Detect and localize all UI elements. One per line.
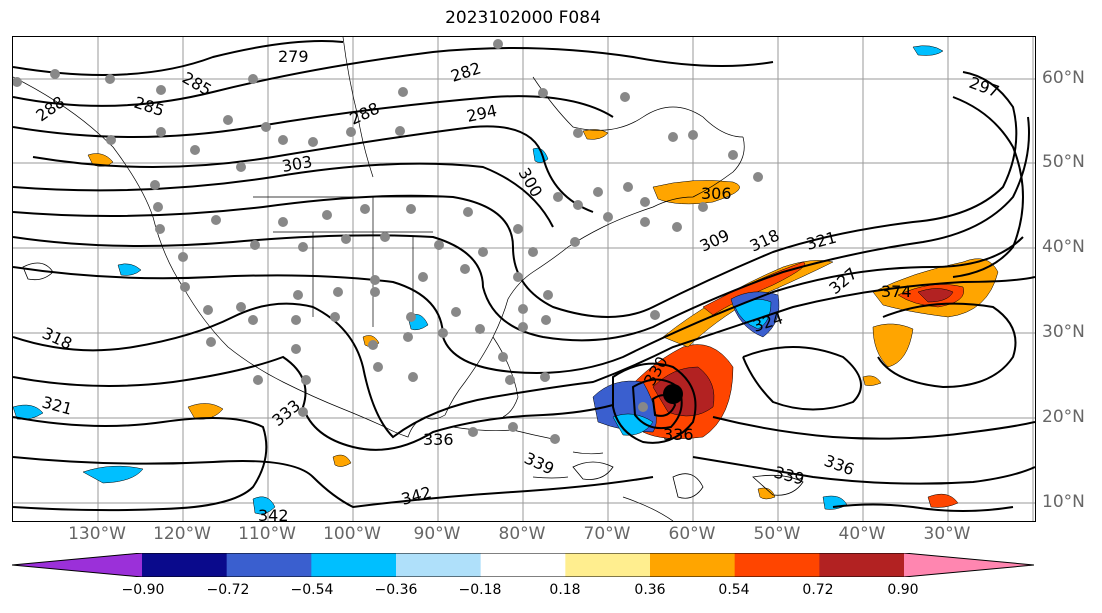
colorbar-tick: 0.36 <box>634 582 666 598</box>
contour-label-layer: 279 282 285 285 288 288 294 297 300 303 … <box>32 47 1001 521</box>
colorbar-swatch <box>480 553 566 577</box>
colorbar-swatch <box>311 553 397 577</box>
colorbar-tick: 0.18 <box>549 582 581 598</box>
lon-label: 100°W <box>323 524 381 544</box>
contour-label: 336 <box>423 430 454 449</box>
graticule <box>13 37 1035 521</box>
contour-label: 297 <box>967 73 1002 101</box>
lat-label: 40°N <box>1042 237 1085 257</box>
colorbar-tick: −0.90 <box>121 582 165 598</box>
contour-label: 336 <box>822 451 857 479</box>
colorbar-graphic <box>11 552 1035 578</box>
lon-label: 40°W <box>838 524 886 544</box>
colorbar-tick: 0.54 <box>718 582 750 598</box>
lon-label: 50°W <box>753 524 801 544</box>
contour-label: 342 <box>399 483 433 509</box>
colorbar-tick: 0.72 <box>802 582 834 598</box>
lon-label: 30°W <box>923 524 971 544</box>
colorbar-tick: 0.90 <box>887 582 919 598</box>
contour-label: 309 <box>697 225 733 255</box>
contour-label: 321 <box>40 393 74 419</box>
contour-label: 288 <box>347 98 383 128</box>
contour-label: 282 <box>448 58 483 86</box>
coastlines <box>13 37 745 521</box>
colorbar-swatch <box>904 553 1034 577</box>
colorbar-swatch <box>396 553 482 577</box>
lon-label: 90°W <box>413 524 461 544</box>
contour-label: 374 <box>881 282 912 301</box>
lon-label: 110°W <box>238 524 296 544</box>
contour-label: 339 <box>521 448 557 478</box>
lon-label: 70°W <box>583 524 631 544</box>
lat-label: 30°N <box>1042 322 1085 342</box>
contour-label: 336 <box>663 425 694 444</box>
lat-label: 10°N <box>1042 492 1085 512</box>
colorbar-swatch <box>12 553 142 577</box>
colorbar-tick: −0.54 <box>290 582 334 598</box>
lon-label: 80°W <box>498 524 546 544</box>
contour-lines <box>13 40 1035 512</box>
contour-label: 339 <box>772 463 806 489</box>
contour-label: 294 <box>465 101 499 126</box>
colorbar-swatch <box>142 553 228 577</box>
contour-label: 300 <box>515 165 547 201</box>
colorbar-swatch <box>650 553 736 577</box>
contour-label: 306 <box>701 184 732 203</box>
contour-label: 342 <box>258 506 289 521</box>
colorbar-tick: −0.36 <box>374 582 418 598</box>
lon-label: 60°W <box>668 524 716 544</box>
storm-marker <box>663 384 683 404</box>
colorbar-swatch <box>734 553 820 577</box>
contour-label: 285 <box>132 93 167 121</box>
lon-label: 130°W <box>68 524 126 544</box>
lat-label: 50°N <box>1042 152 1085 172</box>
contour-label: 321 <box>804 228 838 254</box>
colorbar-tick: −0.18 <box>458 582 502 598</box>
contour-label: 279 <box>278 47 309 66</box>
colorbar-swatch <box>226 553 312 577</box>
lat-label: 60°N <box>1042 68 1085 88</box>
weather-map: 279 282 285 285 288 288 294 297 300 303 … <box>12 36 1036 522</box>
contour-label: 288 <box>32 92 68 125</box>
colorbar-swatch <box>565 553 651 577</box>
contour-label: 333 <box>268 396 304 430</box>
colorbar-tick: −0.72 <box>206 582 250 598</box>
map-title: 2023102000 F084 <box>445 8 601 28</box>
colorbar-swatch <box>819 553 905 577</box>
lon-label: 120°W <box>153 524 211 544</box>
station-dots <box>13 39 763 444</box>
thin-contours <box>22 262 804 499</box>
colorbar <box>11 552 1035 578</box>
lat-label: 20°N <box>1042 407 1085 427</box>
